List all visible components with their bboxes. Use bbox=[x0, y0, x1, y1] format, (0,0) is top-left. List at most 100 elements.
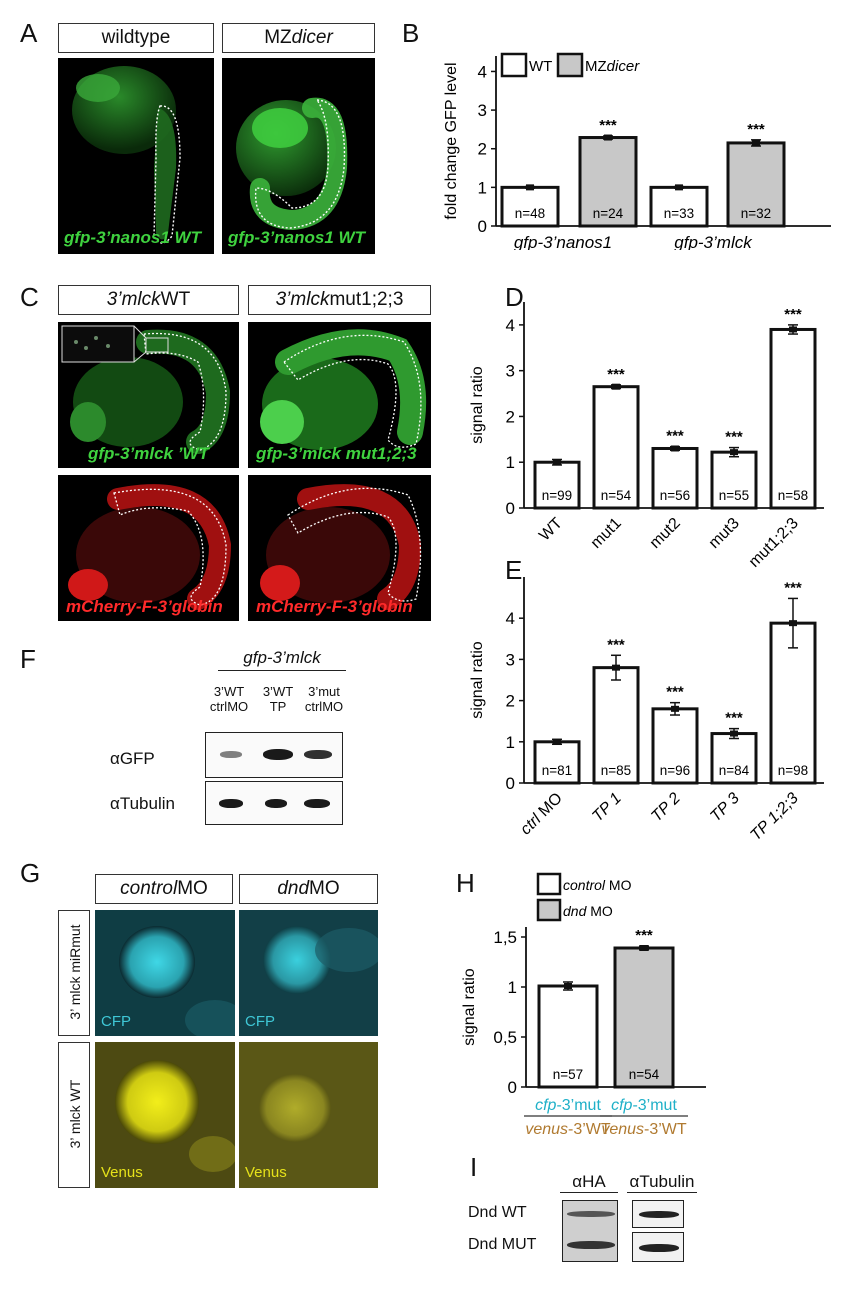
chart-d-n-label-1: n=54 bbox=[601, 488, 632, 503]
panel-g-header-dnd-italic: dnd bbox=[277, 878, 310, 899]
chart-e-ytick-label-4: 4 bbox=[506, 609, 515, 628]
chart-h-xtick-line1-plain-0: -3’mut bbox=[556, 1097, 601, 1114]
chart-h-n-label-0: n=57 bbox=[553, 1067, 583, 1082]
chart-e-xtick-label-2: TP 2 bbox=[648, 790, 684, 826]
chart-b-bar-3 bbox=[726, 141, 786, 228]
panel-g-row-label-wt: 3’ mlck WT bbox=[58, 1042, 90, 1188]
panel-a-header-mzdicer: MZ dicer bbox=[222, 23, 375, 53]
panel-i-band-ha-wt bbox=[567, 1211, 615, 1217]
chart-b-legend-dicer: dicer bbox=[607, 58, 641, 75]
panel-f-band-tub-2 bbox=[265, 799, 287, 808]
chart-d-xtick-label-4: mut1;2;3 bbox=[746, 515, 802, 571]
chart-d-sig-3: *** bbox=[725, 429, 743, 446]
panel-c-header-wt-plain: WT bbox=[160, 289, 191, 310]
chart-e-sig-2: *** bbox=[666, 684, 684, 701]
panel-a-image-wildtype: gfp-3’nanos1 WT bbox=[58, 58, 214, 254]
panel-c-image-gfp-wt: gfp-3’mlck ’WT bbox=[58, 322, 239, 468]
chart-d-bar-2 bbox=[651, 446, 699, 510]
chart-h-ytick-label-3: 1,5 bbox=[493, 928, 517, 947]
panel-g-image-venus-dnd: Venus bbox=[239, 1042, 378, 1188]
panel-f-band-gfp-3 bbox=[304, 750, 332, 759]
chart-d-ytick-label-0: 0 bbox=[506, 499, 515, 518]
panel-f-band-gfp-1 bbox=[220, 751, 242, 758]
chart-d-n-label-0: n=99 bbox=[542, 488, 572, 503]
chart-h-mean-marker-1 bbox=[640, 945, 648, 951]
panel-g-caption-cfp-control: CFP bbox=[101, 1013, 131, 1030]
panel-i-row-mut: Dnd MUT bbox=[468, 1236, 537, 1253]
chart-e-n-label-4: n=98 bbox=[778, 763, 808, 778]
panel-f-band-tub-1 bbox=[219, 799, 243, 808]
chart-h-mean-marker-0 bbox=[564, 983, 572, 989]
panel-f-lane-3: 3’mut ctrlMO bbox=[304, 684, 344, 714]
chart-b-legend-swatch-wt bbox=[500, 52, 528, 78]
chart-e-xtick-label-3: TP 3 bbox=[707, 790, 743, 826]
panel-g-image-cfp-control: CFP bbox=[95, 910, 235, 1036]
panel-c-caption-gfp-wt: gfp-3’mlck ’WT bbox=[88, 444, 209, 463]
chart-d-bar-0 bbox=[533, 460, 581, 510]
chart-b-n-label-3: n=32 bbox=[741, 206, 771, 221]
panel-f-title: gfp-3’mlck bbox=[218, 648, 346, 671]
panel-i-col-tubulin-text: αTubulin bbox=[629, 1172, 695, 1191]
chart-h-legend-dnd-italic: dnd bbox=[563, 903, 588, 919]
chart-h-xtick-line2-plain-0: -3’WT bbox=[568, 1121, 611, 1138]
chart-b-mean-marker-3 bbox=[752, 139, 760, 146]
chart-h-legend-dnd-plain: MO bbox=[586, 903, 613, 919]
panel-e-letter: E bbox=[505, 555, 523, 585]
panel-i-col-tubulin: αTubulin bbox=[627, 1172, 697, 1193]
chart-h-ytick-label-2: 1 bbox=[508, 978, 517, 997]
panel-a-header-dicer: dicer bbox=[291, 27, 333, 48]
chart-e-ytick-label-1: 1 bbox=[506, 733, 515, 752]
chart-d-n-label-2: n=56 bbox=[660, 488, 690, 503]
panel-a-header-wildtype: wildtype bbox=[58, 23, 214, 53]
panel-a-image-mzdicer: gfp-3’nanos1 WT bbox=[222, 58, 375, 254]
chart-d-bar-1 bbox=[592, 385, 640, 510]
chart-b: 0 1 2 3 4 fold change GFP level n=48 n=24 *** n=3… bbox=[443, 52, 831, 250]
chart-b-sig-3: *** bbox=[747, 121, 765, 138]
panel-g-caption-venus-control: Venus bbox=[101, 1164, 143, 1181]
chart-e-xtick-label-4: TP 1;2;3 bbox=[747, 790, 801, 844]
panel-b-letter: B bbox=[402, 18, 420, 48]
panel-g-cell-cfp-control bbox=[95, 910, 235, 1036]
panel-f-band-gfp-2 bbox=[263, 749, 293, 760]
panel-g-row-label-wt-text: 3’ mlck WT bbox=[67, 1079, 83, 1149]
panel-g-cell-venus-control bbox=[95, 1042, 235, 1188]
chart-h-xtick-line1-italic-0: cfp bbox=[535, 1097, 556, 1114]
chart-d-n-label-3: n=55 bbox=[719, 488, 749, 503]
chart-d-sig-4: *** bbox=[784, 306, 802, 323]
chart-b-ytick-label-0: 0 bbox=[478, 217, 487, 236]
panel-i-col-ha: αHA bbox=[560, 1172, 618, 1193]
panel-f-letter: F bbox=[20, 644, 36, 674]
panel-c-embryo-mcherry-wt bbox=[68, 484, 232, 610]
panel-c-header-wt-italic: 3’mlck bbox=[106, 289, 161, 310]
chart-b-bar-0 bbox=[500, 185, 560, 228]
chart-e-xtick-label-0: ctrl MO bbox=[517, 790, 565, 838]
panel-f-row-gfp: αGFP bbox=[110, 749, 155, 768]
chart-e-xtick-label-1: TP 1 bbox=[589, 790, 624, 825]
chart-h-bar-0 bbox=[537, 984, 599, 1089]
panel-i-letter: I bbox=[470, 1152, 478, 1182]
panel-c-embryo-gfp-mut bbox=[260, 329, 427, 450]
panel-i-band-tub-wt bbox=[639, 1211, 679, 1218]
panel-g-cell-venus-dnd bbox=[239, 1042, 378, 1188]
panel-f-lane-2: 3’WT TP bbox=[262, 684, 294, 714]
chart-h-legend-control-italic: control bbox=[563, 877, 606, 893]
panel-g-header-control-plain: MO bbox=[177, 878, 208, 899]
panel-a-caption-mzdicer: gfp-3’nanos1 WT bbox=[228, 228, 365, 247]
chart-h-ylabel: signal ratio bbox=[461, 968, 478, 1045]
panel-c-header-wt: 3’mlck WT bbox=[58, 285, 239, 315]
chart-d-n-label-4: n=58 bbox=[778, 488, 808, 503]
chart-d-ylabel: signal ratio bbox=[469, 366, 486, 443]
chart-h-ytick-label-0: 0 bbox=[508, 1078, 517, 1097]
panel-c-image-mcherry-mut: mCherry-F-3’globin bbox=[248, 475, 431, 621]
panel-c-letter: C bbox=[20, 282, 39, 312]
chart-b-sig-1: *** bbox=[599, 117, 617, 134]
chart-d-mean-marker-0 bbox=[553, 459, 561, 466]
panel-a-caption-wildtype: gfp-3’nanos1 WT bbox=[64, 228, 201, 247]
chart-e-ytick-label-3: 3 bbox=[506, 650, 515, 669]
panel-g-caption-cfp-dnd: CFP bbox=[245, 1013, 275, 1030]
chart-h-xtick-line1-italic-1: cfp bbox=[611, 1097, 632, 1114]
chart-d-ytick-label-2: 2 bbox=[506, 407, 515, 426]
chart-d-xtick-label-3: mut3 bbox=[706, 515, 743, 552]
chart-b-n-label-1: n=24 bbox=[593, 206, 624, 221]
